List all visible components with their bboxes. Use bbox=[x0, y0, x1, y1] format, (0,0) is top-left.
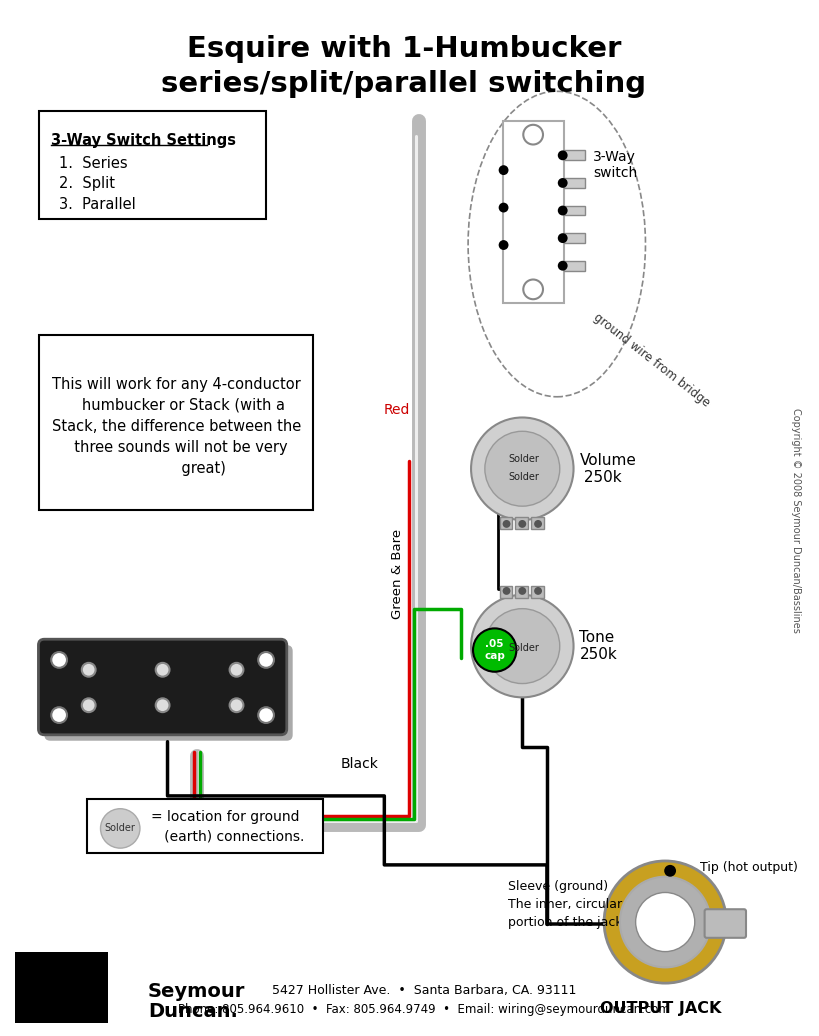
FancyBboxPatch shape bbox=[44, 645, 292, 741]
Circle shape bbox=[229, 698, 243, 712]
Circle shape bbox=[523, 280, 543, 299]
Bar bbox=[563, 205, 586, 215]
Circle shape bbox=[558, 150, 568, 161]
Text: Solder: Solder bbox=[509, 643, 540, 653]
Bar bbox=[515, 517, 528, 528]
Bar bbox=[87, 799, 324, 853]
Bar bbox=[15, 952, 108, 1023]
Circle shape bbox=[471, 418, 573, 520]
Bar bbox=[39, 335, 314, 510]
Text: Solder: Solder bbox=[509, 454, 540, 464]
Circle shape bbox=[503, 587, 510, 595]
Bar bbox=[532, 517, 544, 528]
Bar bbox=[563, 150, 586, 161]
Text: Red: Red bbox=[384, 403, 410, 416]
Bar bbox=[532, 586, 544, 598]
Text: 3-Way Switch Settings: 3-Way Switch Settings bbox=[52, 133, 236, 148]
Circle shape bbox=[499, 203, 509, 212]
Circle shape bbox=[471, 595, 573, 697]
Circle shape bbox=[499, 240, 509, 250]
Text: Solder: Solder bbox=[509, 471, 540, 482]
Text: Sleeve (ground)
The inner, circular
portion of the jack: Sleeve (ground) The inner, circular port… bbox=[508, 880, 622, 929]
Circle shape bbox=[229, 663, 243, 677]
Bar bbox=[563, 233, 586, 243]
Circle shape bbox=[518, 520, 527, 528]
Circle shape bbox=[82, 663, 96, 677]
Text: OUTPUT JACK: OUTPUT JACK bbox=[600, 1001, 721, 1016]
Circle shape bbox=[620, 876, 711, 968]
Bar bbox=[500, 517, 513, 528]
Bar bbox=[500, 586, 513, 598]
Circle shape bbox=[558, 261, 568, 270]
Text: Solder: Solder bbox=[105, 824, 136, 833]
Text: ground wire from bridge: ground wire from bridge bbox=[591, 311, 713, 409]
Bar bbox=[563, 261, 586, 270]
Circle shape bbox=[52, 652, 67, 668]
Text: Black: Black bbox=[341, 757, 378, 772]
Text: Duncan.: Duncan. bbox=[147, 1002, 238, 1021]
Circle shape bbox=[499, 165, 509, 175]
Text: series/split/parallel switching: series/split/parallel switching bbox=[161, 70, 647, 98]
Circle shape bbox=[534, 520, 542, 528]
Text: Tone
250k: Tone 250k bbox=[580, 630, 618, 662]
Circle shape bbox=[473, 629, 517, 671]
Text: 2.  Split: 2. Split bbox=[59, 176, 115, 192]
Circle shape bbox=[258, 652, 274, 668]
Circle shape bbox=[485, 431, 559, 507]
Text: Tip (hot output): Tip (hot output) bbox=[699, 861, 798, 874]
Circle shape bbox=[664, 865, 676, 876]
Circle shape bbox=[518, 587, 527, 595]
Bar bbox=[39, 111, 266, 220]
Bar bbox=[515, 586, 528, 598]
Text: .05
cap: .05 cap bbox=[484, 639, 505, 661]
Circle shape bbox=[485, 609, 559, 684]
Text: Green & Bare: Green & Bare bbox=[391, 529, 404, 620]
Text: This will work for any 4-conductor
   humbucker or Stack (with a
Stack, the diff: This will work for any 4-conductor humbu… bbox=[52, 377, 301, 476]
FancyBboxPatch shape bbox=[704, 910, 746, 938]
Circle shape bbox=[558, 205, 568, 215]
Circle shape bbox=[101, 809, 140, 848]
Text: Copyright © 2008 Seymour Duncan/Basslines: Copyright © 2008 Seymour Duncan/Bassline… bbox=[791, 407, 801, 632]
Circle shape bbox=[52, 708, 67, 723]
FancyBboxPatch shape bbox=[38, 639, 287, 735]
Text: 3-Way
switch: 3-Way switch bbox=[593, 150, 637, 180]
Circle shape bbox=[82, 698, 96, 712]
Text: 5427 Hollister Ave.  •  Santa Barbara, CA. 93111: 5427 Hollister Ave. • Santa Barbara, CA.… bbox=[272, 983, 576, 997]
Text: Seymour: Seymour bbox=[147, 981, 245, 1001]
Circle shape bbox=[503, 520, 510, 528]
Circle shape bbox=[558, 178, 568, 188]
Text: 1.  Series: 1. Series bbox=[59, 155, 128, 171]
Text: Volume
 250k: Volume 250k bbox=[580, 453, 636, 485]
Bar bbox=[563, 178, 586, 188]
Text: = location for ground
   (earth) connections.: = location for ground (earth) connection… bbox=[151, 810, 304, 843]
Circle shape bbox=[558, 233, 568, 243]
Text: Esquire with 1-Humbucker: Esquire with 1-Humbucker bbox=[187, 35, 622, 63]
Circle shape bbox=[258, 708, 274, 723]
Bar bbox=[503, 121, 563, 304]
Circle shape bbox=[523, 124, 543, 144]
Circle shape bbox=[156, 698, 170, 712]
Circle shape bbox=[156, 663, 170, 677]
Circle shape bbox=[636, 892, 695, 952]
Text: 3.  Parallel: 3. Parallel bbox=[59, 197, 136, 212]
Circle shape bbox=[534, 587, 542, 595]
Circle shape bbox=[604, 861, 726, 983]
Text: Phone: 805.964.9610  •  Fax: 805.964.9749  •  Email: wiring@seymourduncan.com: Phone: 805.964.9610 • Fax: 805.964.9749 … bbox=[178, 1003, 670, 1016]
